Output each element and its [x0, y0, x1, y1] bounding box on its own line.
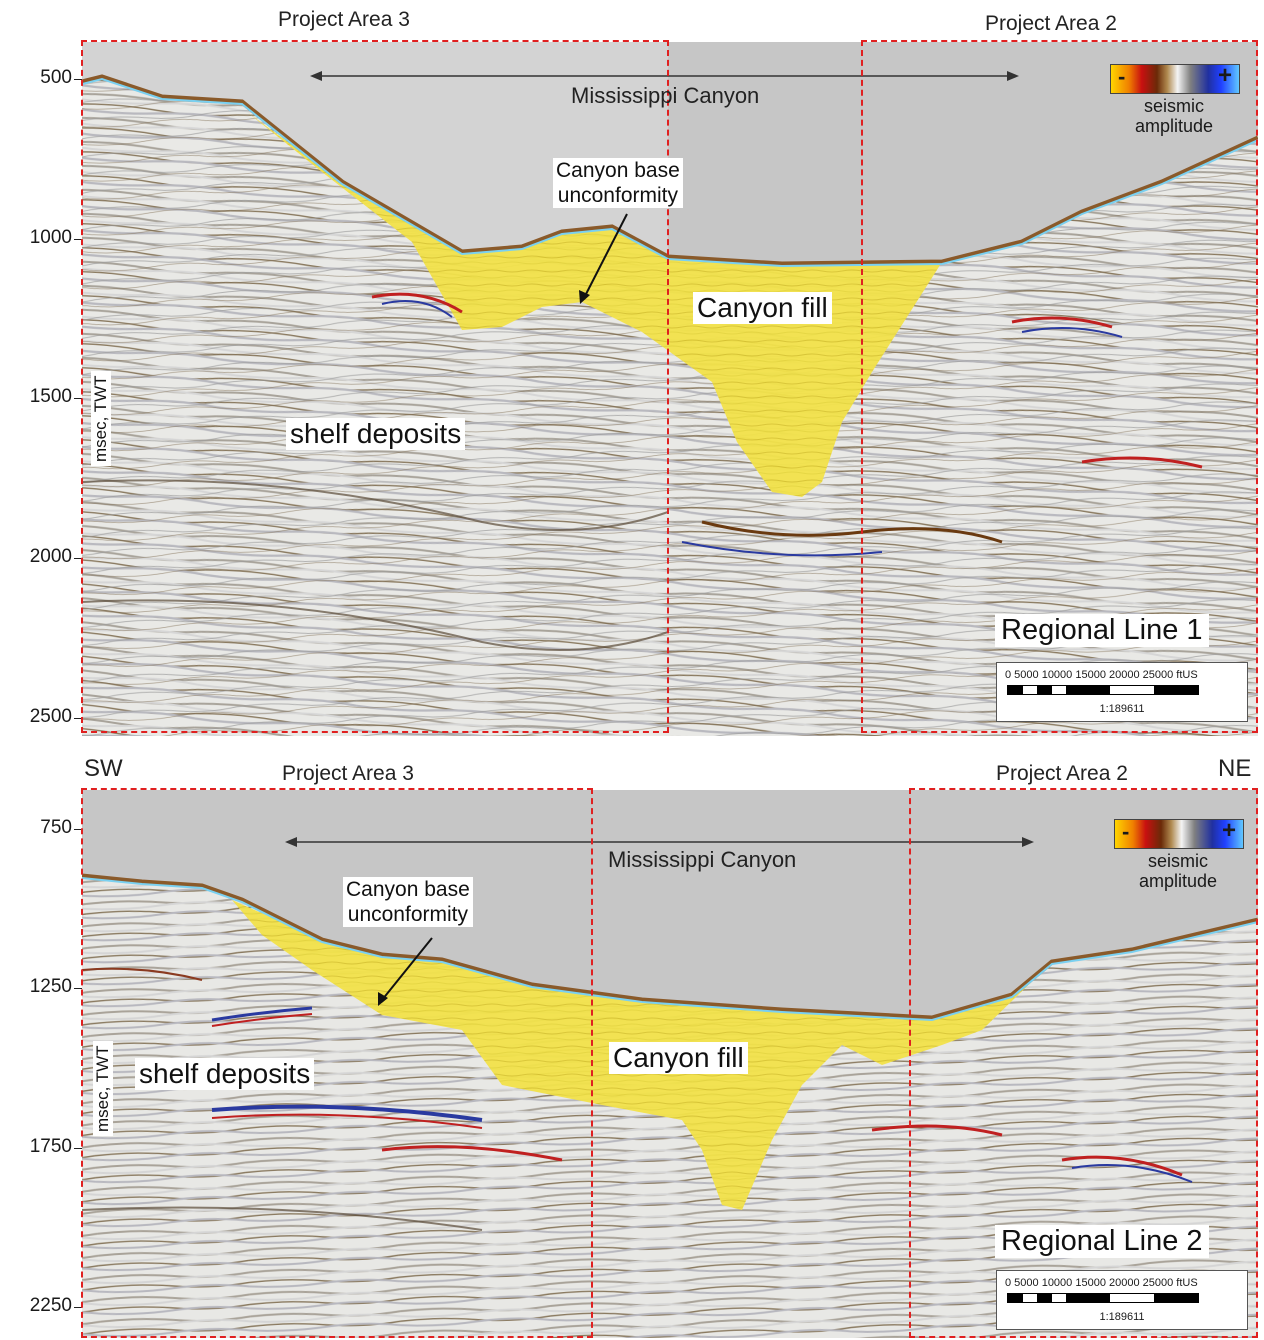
bottom-legend-line1: seismic [1147, 851, 1208, 871]
top-y-tick-mark [74, 79, 82, 80]
bottom-project-area-2-box [909, 788, 1258, 1338]
bottom-scale-ratio: 1:189611 [1099, 1311, 1145, 1323]
top-y-axis-label: msec, TWT [91, 371, 111, 466]
top-annotation-line2: unconformity [557, 184, 678, 207]
bottom-y-tick-mark [74, 1148, 82, 1149]
top-canyon-name: Mississippi Canyon [571, 83, 760, 108]
bottom-fill-label: Canyon fill [609, 1042, 748, 1074]
top-project-area-2-label: Project Area 2 [985, 12, 1117, 35]
bottom-scale-graphic [1007, 1293, 1199, 1303]
top-legend-text: seismic amplitude [1110, 96, 1238, 136]
top-line-title: Regional Line 1 [995, 614, 1209, 647]
bottom-y-tick-1250: 1250 [29, 976, 72, 997]
top-y-tick-mark [74, 398, 82, 399]
bottom-annotation-line2: unconformity [347, 903, 468, 926]
bottom-deposits-label: shelf deposits [135, 1058, 315, 1090]
top-y-tick-mark [74, 718, 82, 719]
top-fill-label: Canyon fill [693, 292, 832, 324]
bottom-dir-ne: NE [1218, 755, 1252, 782]
top-y-tick-1500: 1500 [29, 386, 72, 407]
top-annotation-line1: Canyon base [556, 159, 680, 182]
bottom-legend-line2: amplitude [1138, 871, 1218, 891]
bottom-scale-numbers: 0 5000 10000 15000 20000 25000 ftUS [1005, 1277, 1198, 1289]
bottom-y-tick-mark [74, 988, 82, 989]
bottom-legend-text: seismic amplitude [1114, 851, 1242, 891]
bottom-y-axis-label: msec, TWT [93, 1041, 113, 1136]
top-annotation: Canyon base unconformity [553, 158, 683, 208]
bottom-line-title: Regional Line 2 [995, 1225, 1209, 1258]
bottom-annotation-line1: Canyon base [346, 878, 470, 901]
top-legend-plus: + [1217, 62, 1232, 89]
top-y-tick-2500: 2500 [29, 706, 72, 727]
top-project-area-3-label: Project Area 3 [278, 8, 410, 31]
top-y-tick-mark [74, 239, 82, 240]
bottom-y-tick-mark [74, 829, 82, 830]
bottom-canyon-name: Mississippi Canyon [608, 847, 797, 872]
top-legend-line1: seismic [1143, 96, 1204, 116]
top-scale-graphic [1007, 685, 1199, 695]
top-project-area-3-box [81, 40, 669, 733]
bottom-project-area-3-label: Project Area 3 [282, 762, 414, 785]
bottom-y-tick-1750: 1750 [29, 1136, 72, 1157]
top-y-tick-500: 500 [40, 67, 72, 88]
bottom-project-area-3-box [81, 788, 593, 1338]
top-y-tick-1000: 1000 [29, 227, 72, 248]
top-y-tick-2000: 2000 [29, 546, 72, 567]
top-y-tick-mark [74, 558, 82, 559]
bottom-legend-minus: - [1122, 819, 1130, 844]
top-scale-bar: 0 5000 10000 15000 20000 25000 ftUS 1:18… [996, 662, 1248, 722]
bottom-dir-sw: SW [84, 755, 123, 782]
bottom-annotation: Canyon base unconformity [343, 877, 473, 927]
top-legend-colorbar [1110, 64, 1240, 94]
bottom-scale-bar: 0 5000 10000 15000 20000 25000 ftUS 1:18… [996, 1270, 1248, 1330]
top-scale-ratio: 1:189611 [1099, 703, 1145, 715]
bottom-project-area-2-label: Project Area 2 [996, 762, 1128, 785]
top-scale-numbers: 0 5000 10000 15000 20000 25000 ftUS [1005, 669, 1198, 681]
top-legend-line2: amplitude [1134, 116, 1214, 136]
top-project-area-2-box [861, 40, 1258, 733]
bottom-legend-colorbar [1114, 819, 1244, 849]
bottom-y-tick-2250: 2250 [29, 1295, 72, 1316]
bottom-legend-plus: + [1221, 817, 1236, 844]
top-legend-minus: - [1118, 64, 1126, 89]
bottom-y-tick-750: 750 [40, 817, 72, 838]
bottom-y-tick-mark [74, 1307, 82, 1308]
top-deposits-label: shelf deposits [286, 418, 466, 450]
